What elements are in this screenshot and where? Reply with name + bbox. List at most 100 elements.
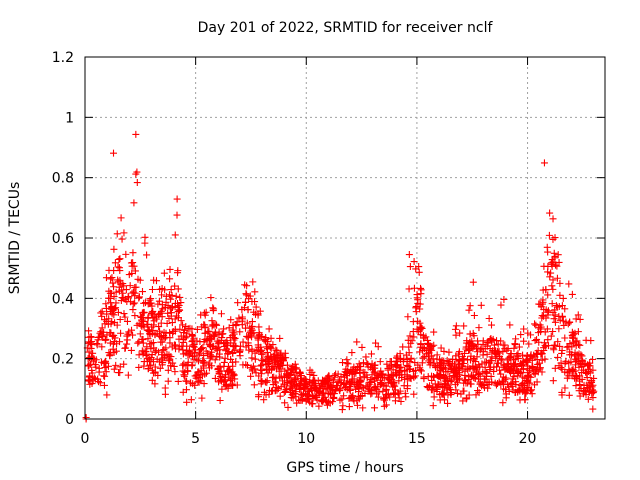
- data-point: [200, 352, 208, 360]
- data-point: [95, 368, 103, 376]
- data-point: [148, 376, 156, 384]
- x-tick-label: 0: [81, 431, 90, 447]
- data-point: [589, 355, 597, 363]
- data-point: [349, 392, 357, 400]
- data-point: [215, 331, 223, 339]
- data-point: [589, 389, 597, 397]
- data-point: [275, 367, 283, 375]
- x-axis-title: GPS time / hours: [286, 460, 403, 476]
- data-point: [287, 364, 295, 372]
- data-point: [139, 321, 147, 329]
- data-point: [491, 379, 499, 387]
- data-point: [190, 356, 198, 364]
- data-point: [321, 393, 329, 401]
- data-point: [370, 404, 378, 412]
- data-point: [452, 352, 460, 360]
- data-point: [248, 318, 256, 326]
- data-point: [125, 328, 133, 336]
- data-point: [211, 374, 219, 382]
- data-point: [219, 330, 227, 338]
- data-point: [519, 386, 527, 394]
- data-point: [531, 381, 539, 389]
- data-point: [331, 373, 339, 381]
- data-point: [348, 393, 356, 401]
- data-point: [541, 355, 549, 363]
- data-point: [470, 355, 478, 363]
- data-point: [263, 348, 271, 356]
- data-point: [417, 367, 425, 375]
- data-point: [157, 332, 165, 340]
- data-point: [447, 389, 455, 397]
- data-point: [555, 325, 563, 333]
- data-point: [497, 370, 505, 378]
- data-point: [402, 393, 410, 401]
- data-point: [227, 355, 235, 363]
- data-point: [462, 395, 470, 403]
- data-point: [196, 349, 204, 357]
- data-point: [138, 316, 146, 324]
- data-point: [211, 328, 219, 336]
- data-point: [420, 334, 428, 342]
- data-point: [459, 397, 467, 405]
- data-point: [386, 374, 394, 382]
- data-point: [415, 263, 423, 271]
- data-point: [368, 371, 376, 379]
- data-point: [573, 337, 581, 345]
- data-point: [251, 355, 259, 363]
- data-point: [377, 371, 385, 379]
- data-point: [102, 304, 110, 312]
- data-point: [580, 381, 588, 389]
- data-point: [174, 299, 182, 307]
- data-point: [373, 390, 381, 398]
- data-point: [352, 380, 360, 388]
- data-point: [455, 364, 463, 372]
- data-point: [115, 287, 123, 295]
- data-point: [528, 356, 536, 364]
- data-point: [483, 350, 491, 358]
- x-tick-label: 15: [408, 431, 426, 447]
- data-point: [549, 215, 557, 223]
- data-point: [262, 358, 270, 366]
- data-point: [264, 369, 272, 377]
- data-point: [489, 335, 497, 343]
- data-point: [207, 353, 215, 361]
- data-point: [144, 300, 152, 308]
- data-point: [236, 328, 244, 336]
- data-point: [576, 360, 584, 368]
- data-point: [410, 390, 418, 398]
- data-point: [326, 399, 334, 407]
- data-point: [417, 290, 425, 298]
- data-point: [106, 289, 114, 297]
- data-point: [573, 373, 581, 381]
- data-point: [304, 396, 312, 404]
- data-point: [538, 350, 546, 358]
- data-point: [385, 375, 393, 383]
- data-point: [528, 364, 536, 372]
- data-point: [348, 349, 356, 357]
- x-tick-label: 5: [191, 431, 200, 447]
- data-point: [576, 341, 584, 349]
- data-point: [563, 369, 571, 377]
- data-point: [524, 372, 532, 380]
- data-point: [183, 342, 191, 350]
- data-point: [193, 325, 201, 333]
- data-point: [531, 370, 539, 378]
- data-point: [145, 326, 153, 334]
- data-point: [98, 324, 106, 332]
- data-point: [101, 336, 109, 344]
- data-point: [175, 335, 183, 343]
- data-point: [583, 369, 591, 377]
- data-point: [102, 368, 110, 376]
- data-point: [353, 338, 361, 346]
- data-point: [470, 311, 478, 319]
- data-point: [433, 351, 441, 359]
- data-point: [250, 308, 258, 316]
- data-point: [396, 368, 404, 376]
- data-point: [276, 334, 284, 342]
- data-point: [114, 263, 122, 271]
- data-point: [120, 282, 128, 290]
- data-point: [481, 358, 489, 366]
- data-point: [508, 379, 516, 387]
- data-point: [124, 293, 132, 301]
- data-point: [367, 350, 375, 358]
